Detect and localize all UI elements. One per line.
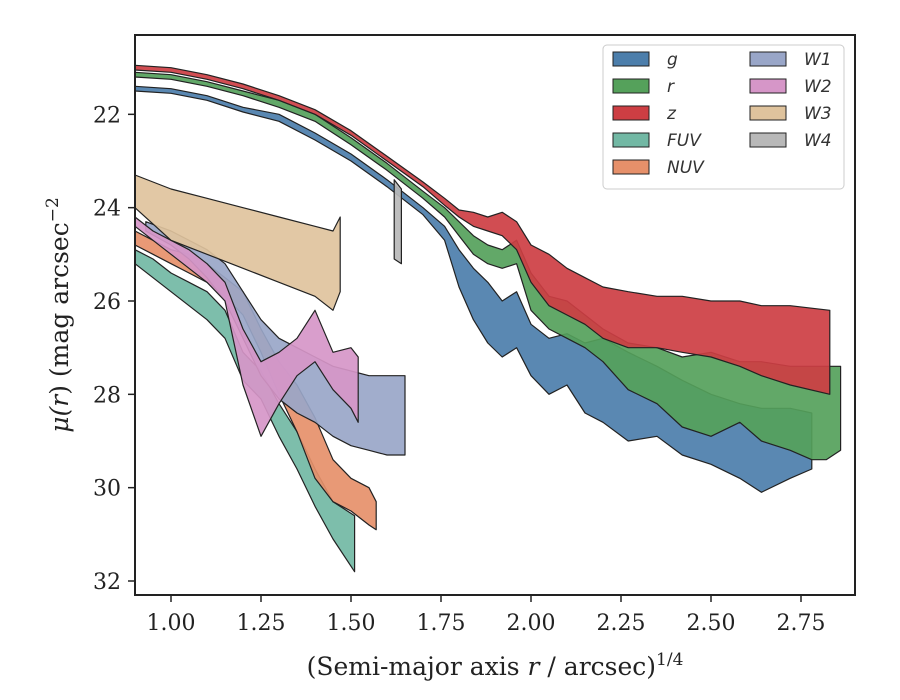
legend-label-r: r xyxy=(667,77,675,97)
y-tick-label: 28 xyxy=(93,383,121,408)
y-tick-label: 24 xyxy=(93,197,121,222)
y-tick-label: 30 xyxy=(93,477,121,502)
x-tick-label: 2.00 xyxy=(507,611,556,636)
legend-items: grz FUV NUV W1 W2 W3 W4 xyxy=(612,50,832,178)
legend-label-w2: W2 xyxy=(804,77,832,97)
legend-label-w4: W4 xyxy=(804,131,832,151)
y-axis-label: μ(r) (mag arcsec−2 xyxy=(43,197,74,433)
x-tick-label: 1.75 xyxy=(417,611,466,636)
legend-label-z: z xyxy=(666,104,677,124)
series-band-fuv xyxy=(134,249,356,573)
series-band-w2 xyxy=(134,216,359,437)
y-tick-label: 32 xyxy=(93,570,121,595)
series-band-w3 xyxy=(134,174,341,311)
legend-label-fuv: FUV xyxy=(667,131,702,151)
x-tick-label: 1.25 xyxy=(237,611,286,636)
series-band-w4 xyxy=(393,179,402,265)
series-band-z xyxy=(134,64,831,395)
x-tick-label: 2.50 xyxy=(687,611,736,636)
legend-label-nuv: NUV xyxy=(667,158,705,178)
y-axis: 22 24 26 28 30 32 xyxy=(93,103,135,595)
legend-swatch-w2 xyxy=(749,78,787,94)
x-tick-label: 2.75 xyxy=(777,611,826,636)
y-tick-label: 26 xyxy=(93,290,121,315)
legend-swatch-nuv xyxy=(612,159,650,175)
legend-swatch-fuv xyxy=(612,132,650,148)
legend-swatch-r xyxy=(612,78,650,94)
legend: grz FUV NUV W1 W2 W3 W4 xyxy=(602,44,845,190)
legend-swatch-z xyxy=(612,105,650,121)
x-tick-label: 1.50 xyxy=(327,611,376,636)
series-band-r xyxy=(134,71,842,461)
legend-swatch-w1 xyxy=(749,51,787,67)
legend-label-w3: W3 xyxy=(804,104,832,124)
legend-swatch-w3 xyxy=(749,105,787,121)
x-tick-label: 1.00 xyxy=(147,611,196,636)
x-tick-label: 2.25 xyxy=(597,611,646,636)
legend-label-g: g xyxy=(667,50,678,70)
y-tick-label: 22 xyxy=(93,103,121,128)
series-layer xyxy=(134,64,842,573)
legend-swatch-w4 xyxy=(749,132,787,148)
plot-frame xyxy=(134,34,856,596)
x-axis: 1.00 1.25 1.50 1.75 2.00 2.25 2.50 2.75 xyxy=(147,595,826,636)
legend-swatch-g xyxy=(612,51,650,67)
legend-label-w1: W1 xyxy=(804,50,832,70)
x-axis-label: (Semi-major axis r / arcsec)1/4 xyxy=(307,650,684,681)
